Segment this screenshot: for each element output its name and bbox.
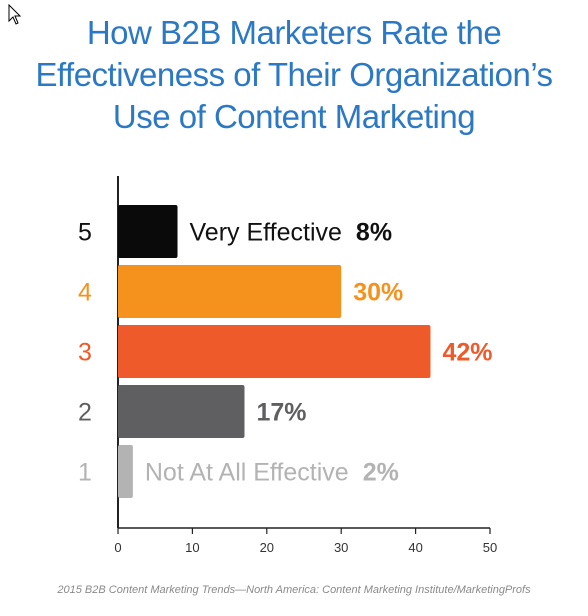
bar-annotation: Very Effective — [190, 219, 342, 247]
category-label: 1 — [78, 459, 92, 487]
bar-5 — [118, 205, 178, 258]
x-tick-label: 20 — [260, 540, 274, 555]
mouse-cursor-icon — [8, 4, 22, 25]
title-line-1: How B2B Marketers Rate the — [86, 14, 502, 51]
page-title: How B2B Marketers Rate the Effectiveness… — [0, 12, 588, 138]
value-label: 17% — [256, 399, 306, 427]
bar-4 — [118, 265, 342, 318]
value-label: 30% — [353, 279, 403, 307]
x-tick-label: 0 — [114, 540, 121, 555]
x-tick-label: 50 — [483, 540, 497, 555]
bar-3 — [118, 325, 431, 378]
value-label: 42% — [442, 339, 492, 367]
title-line-3: Use of Content Marketing — [112, 98, 476, 135]
x-tick-label: 10 — [185, 540, 199, 555]
value-label: 2% — [363, 459, 399, 487]
category-label: 5 — [78, 219, 92, 247]
category-label: 3 — [78, 339, 92, 367]
x-tick-label: 40 — [408, 540, 422, 555]
title-line-2: Effectiveness of Their Organization’s — [35, 56, 553, 93]
bar-2 — [118, 385, 245, 438]
category-label: 2 — [78, 399, 92, 427]
bar-annotation: Not At All Effective — [145, 459, 349, 487]
source-caption: 2015 B2B Content Marketing Trends—North … — [57, 584, 531, 596]
category-label: 4 — [78, 279, 92, 307]
bar-1 — [118, 445, 133, 498]
x-tick-label: 30 — [334, 540, 348, 555]
value-label: 8% — [356, 219, 392, 247]
